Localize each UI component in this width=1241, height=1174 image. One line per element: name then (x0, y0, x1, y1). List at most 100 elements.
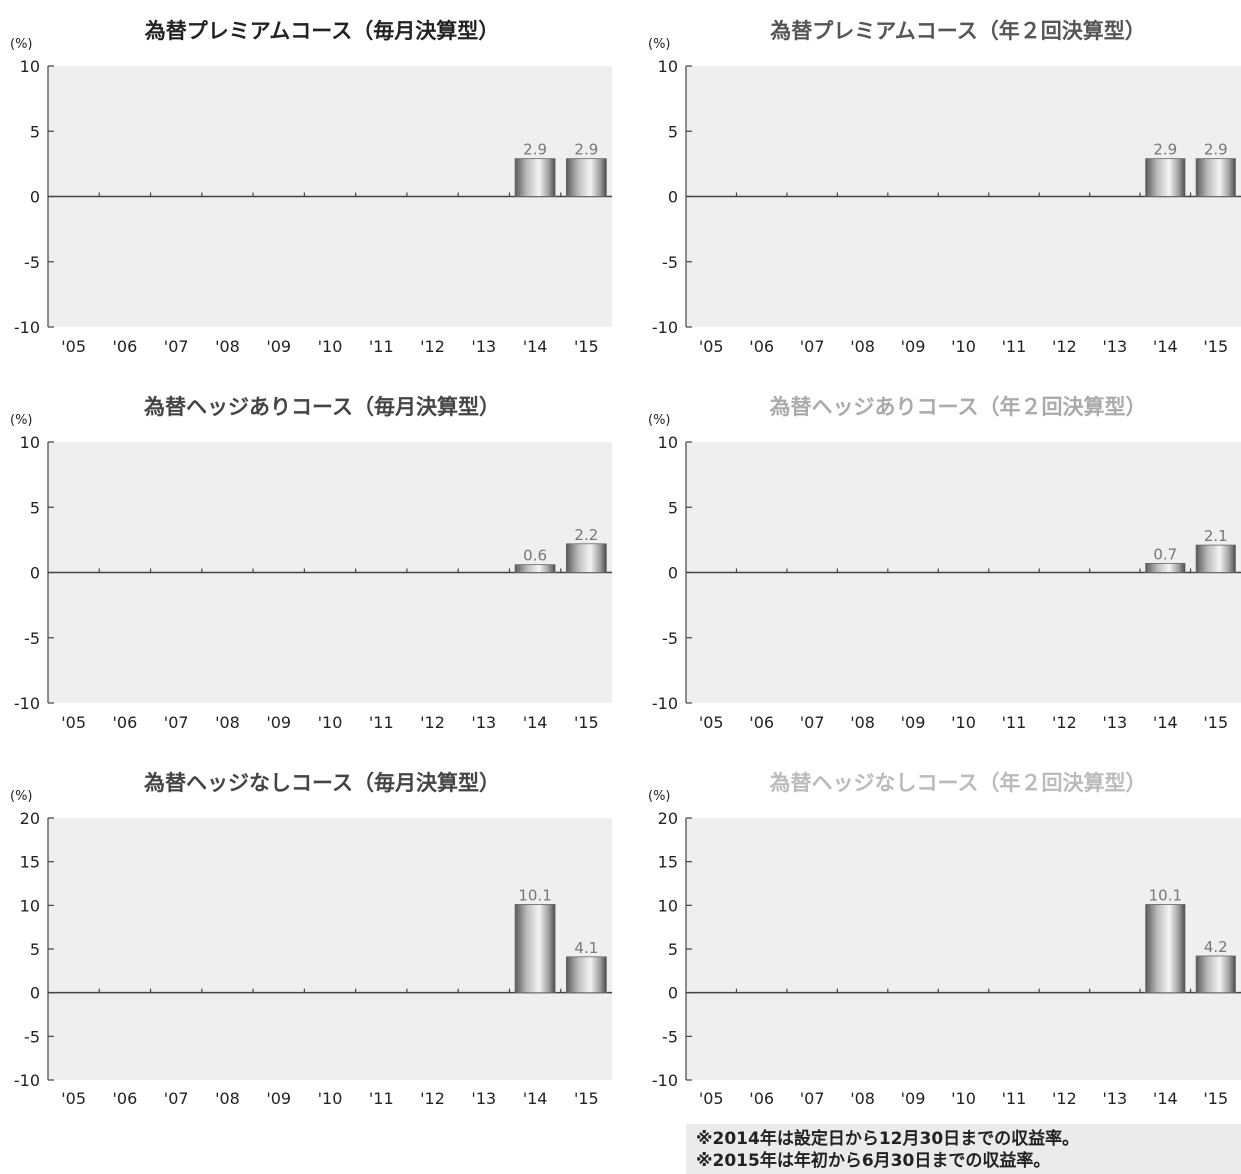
x-tick-label: '12 (1052, 1089, 1077, 1108)
y-tick-label: -10 (14, 318, 40, 337)
x-tick-label: '14 (523, 713, 548, 732)
x-tick-label: '05 (61, 1089, 86, 1108)
x-tick-label: '15 (1203, 1089, 1228, 1108)
y-axis-label: (%) (648, 413, 671, 428)
x-tick-label: '15 (574, 1089, 599, 1108)
bar-15 (1195, 955, 1236, 994)
y-tick-label: -5 (24, 253, 40, 272)
footnote-2014: ※2014年は設定日から12月30日までの収益率。 (696, 1129, 1080, 1149)
x-tick-label: '11 (369, 1089, 394, 1108)
y-axis-label: (%) (10, 37, 33, 52)
y-tick-label: -10 (652, 318, 678, 337)
y-tick-label: 5 (668, 498, 678, 517)
x-tick-label: '07 (800, 337, 825, 356)
y-tick-label: 0 (30, 984, 40, 1003)
x-tick-label: '15 (1203, 337, 1228, 356)
bar-value-label: 10.1 (1149, 886, 1182, 904)
bar-value-label: 2.2 (574, 526, 598, 544)
y-tick-label: 5 (30, 498, 40, 517)
bar-15 (1195, 158, 1236, 197)
x-tick-label: '10 (318, 713, 343, 732)
x-tick-label: '10 (318, 1089, 343, 1108)
x-tick-label: '09 (266, 337, 291, 356)
chart-panel: 為替プレミアムコース（毎月決算型） (%) 10 5 0 -5 -10 '05 '06 '07 '0… (10, 19, 612, 356)
x-tick-label: '13 (471, 337, 496, 356)
x-tick-label: '05 (61, 713, 86, 732)
chart-title: 為替プレミアムコース（年２回決算型） (770, 19, 1145, 43)
x-tick-label: '07 (800, 1089, 825, 1108)
x-tick-label: '06 (113, 337, 138, 356)
chart-title: 為替ヘッジなしコース（年２回決算型） (770, 771, 1147, 795)
bar-value-label: 10.1 (518, 886, 551, 904)
x-tick-label: '08 (850, 337, 875, 356)
bar-value-label: 2.9 (1204, 141, 1228, 159)
y-tick-label: 5 (668, 122, 678, 141)
x-tick-label: '11 (1002, 337, 1027, 356)
x-tick-label: '13 (1102, 337, 1127, 356)
x-tick-label: '13 (1102, 713, 1127, 732)
x-tick-label: '06 (113, 713, 138, 732)
chart-title: 為替プレミアムコース（毎月決算型） (145, 19, 499, 43)
y-tick-label: -10 (14, 1071, 40, 1090)
bar-value-label: 0.7 (1153, 545, 1177, 563)
y-tick-label: -5 (662, 629, 678, 648)
chart-title: 為替ヘッジありコース（年２回決算型） (770, 395, 1147, 419)
x-tick-label: '13 (471, 1089, 496, 1108)
x-tick-label: '08 (215, 713, 240, 732)
bar-15 (565, 543, 607, 573)
x-tick-label: '09 (901, 713, 926, 732)
y-tick-label: -5 (662, 253, 678, 272)
y-tick-label: -5 (662, 1027, 678, 1046)
y-axis-label: (%) (648, 789, 671, 804)
x-tick-label: '14 (1153, 1089, 1178, 1108)
bar-value-label: 4.1 (574, 939, 598, 957)
bar-15 (565, 956, 607, 994)
x-tick-label: '07 (164, 337, 189, 356)
x-tick-label: '11 (1002, 1089, 1027, 1108)
x-tick-label: '11 (1002, 713, 1027, 732)
x-tick-label: '12 (1052, 713, 1077, 732)
bar-value-label: 0.6 (523, 547, 547, 565)
x-tick-label: '06 (749, 1089, 774, 1108)
y-axis-label: (%) (10, 413, 33, 428)
x-tick-label: '08 (850, 713, 875, 732)
bar-value-label: 2.9 (574, 141, 598, 159)
x-tick-label: '10 (951, 337, 976, 356)
chart-panel: 為替ヘッジありコース（毎月決算型） (%) 10 5 0 -5 -10 '05 '06 '07 '0… (10, 395, 612, 732)
x-tick-label: '12 (420, 1089, 445, 1108)
x-tick-label: '05 (699, 1089, 724, 1108)
y-tick-label: 5 (30, 122, 40, 141)
chart-panel: 為替ヘッジなしコース（年２回決算型） (%) 20 15 10 5 0 -5 -10 '05 '06… (648, 771, 1241, 1108)
y-tick-label: 20 (658, 809, 678, 828)
y-tick-label: 15 (658, 853, 678, 872)
bar-14 (514, 564, 556, 573)
y-axis-label: (%) (10, 789, 33, 804)
y-tick-label: 10 (20, 433, 40, 452)
y-tick-label: 5 (30, 940, 40, 959)
x-tick-label: '05 (699, 337, 724, 356)
x-tick-label: '08 (215, 337, 240, 356)
chart-panel: 為替プレミアムコース（年２回決算型） (%) 10 5 0 -5 -10 '05 '06 '07 '… (648, 19, 1241, 356)
bar-15 (1195, 544, 1236, 573)
y-tick-label: 10 (658, 433, 678, 452)
x-tick-label: '07 (800, 713, 825, 732)
bar-14 (514, 158, 556, 197)
x-tick-label: '08 (215, 1089, 240, 1108)
chart-title: 為替ヘッジなしコース（毎月決算型） (144, 771, 500, 795)
x-tick-label: '13 (1102, 1089, 1127, 1108)
x-tick-label: '12 (420, 337, 445, 356)
x-tick-label: '14 (523, 1089, 548, 1108)
chart-panel: 為替ヘッジなしコース（毎月決算型） (%) 20 15 10 5 0 -5 -10 '05 '06 '… (10, 771, 612, 1108)
x-tick-label: '15 (1203, 713, 1228, 732)
x-tick-label: '10 (318, 337, 343, 356)
footnote-2015: ※2015年は年初から6月30日までの収益率。 (696, 1151, 1051, 1171)
y-tick-label: -5 (24, 629, 40, 648)
y-tick-label: 10 (658, 57, 678, 76)
bar-14 (1145, 904, 1186, 994)
x-tick-label: '09 (901, 1089, 926, 1108)
bar-14 (1145, 158, 1186, 197)
y-tick-label: 5 (668, 940, 678, 959)
x-tick-label: '09 (266, 1089, 291, 1108)
chart-title: 為替ヘッジありコース（毎月決算型） (144, 395, 500, 419)
